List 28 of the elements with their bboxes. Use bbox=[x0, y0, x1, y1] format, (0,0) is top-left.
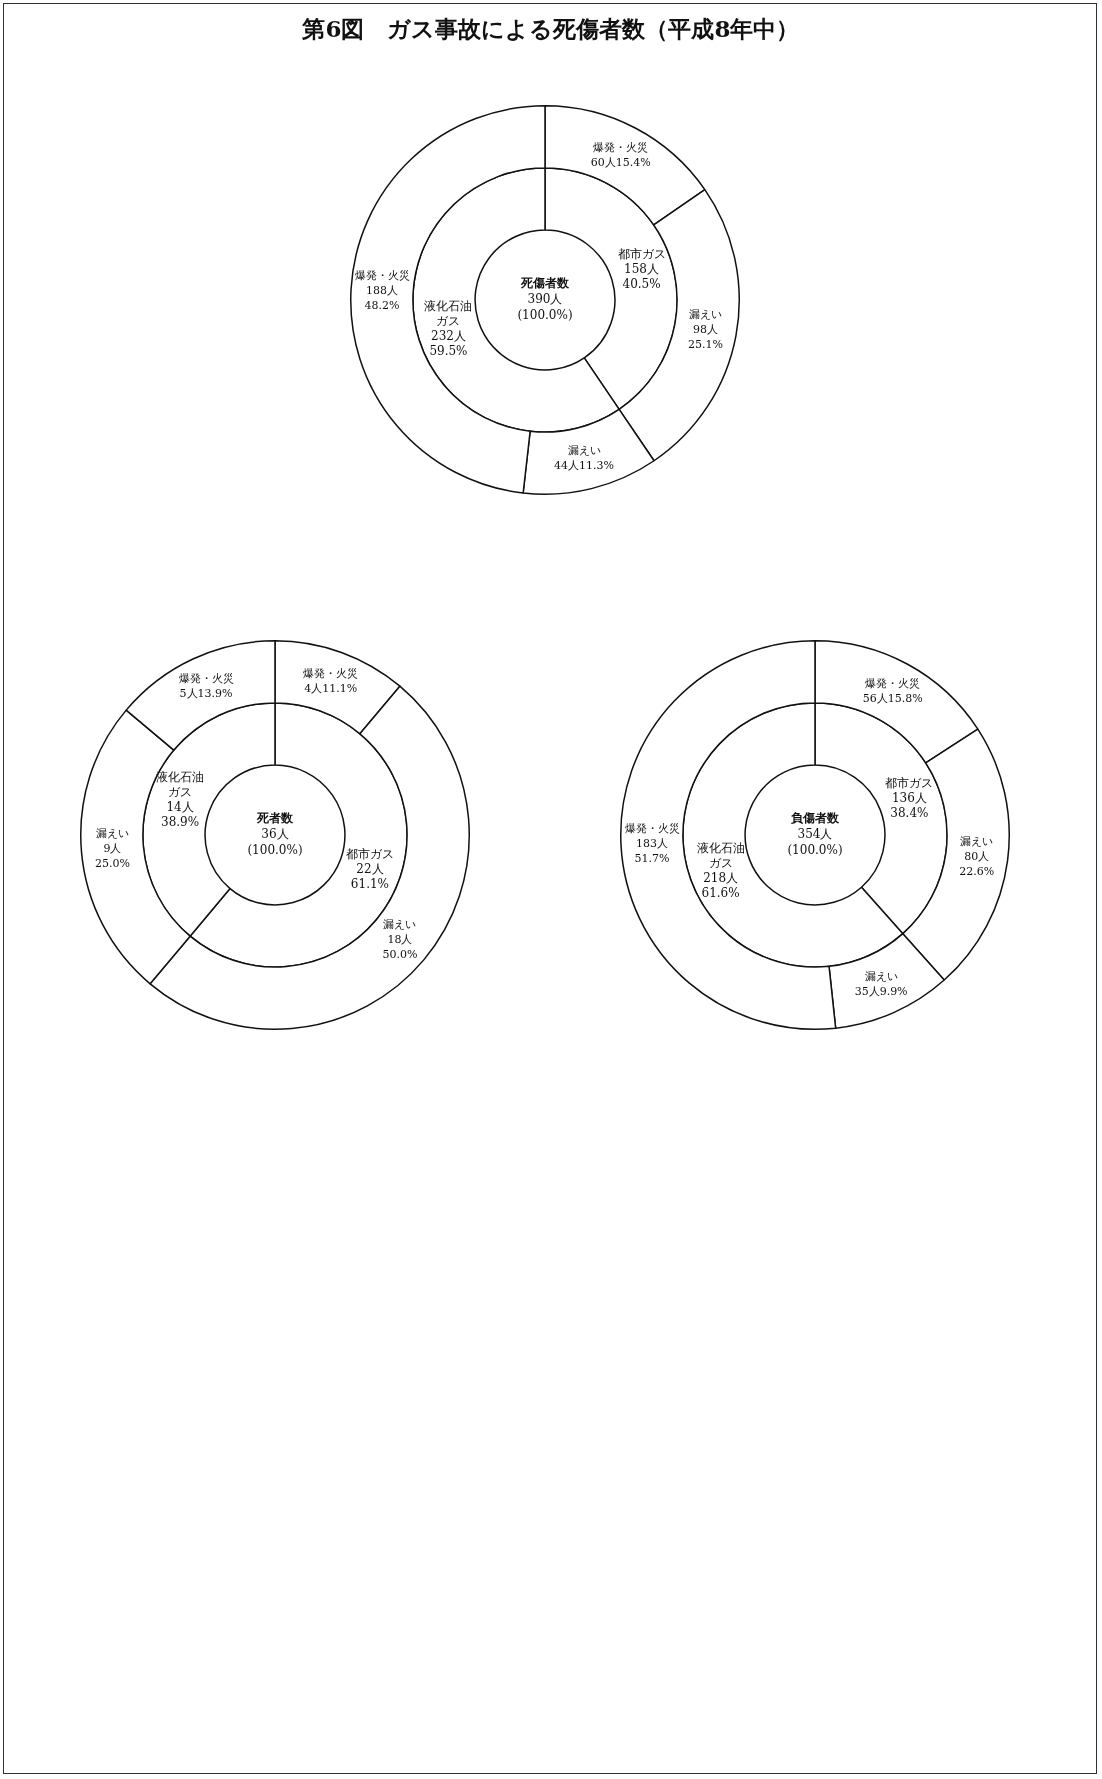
data-label: 爆発・火災 188人 48.2% bbox=[354, 268, 410, 312]
data-label: 漏えい 80人 22.6% bbox=[959, 834, 995, 878]
chart-title: 第6図 ガス事故による死傷者数（平成8年中） bbox=[301, 14, 801, 44]
data-label: 爆発・火災 4人11.1% bbox=[303, 667, 359, 696]
text: 死傷者数 bbox=[520, 276, 570, 291]
data-label: 爆発・火災 56人15.8% bbox=[862, 676, 923, 705]
data-label: 爆発・火災 5人13.9% bbox=[178, 672, 234, 701]
data-label: 液化石油ガス 232人 59.5% bbox=[424, 299, 473, 359]
data-label: 爆発・火災 183人 51.7% bbox=[624, 821, 680, 865]
text: 負傷者数 bbox=[791, 811, 840, 826]
data-label: 漏えい 35人9.9% bbox=[854, 969, 908, 998]
data-label: 漏えい 9人 25.0% bbox=[94, 827, 130, 871]
data-label: 液化石油ガス 14人 38.9% bbox=[156, 770, 205, 830]
data-label: 爆発・火災 60人15.4% bbox=[590, 140, 651, 169]
text: 36人 bbox=[261, 827, 289, 842]
data-label: 漏えい 98人 25.1% bbox=[687, 307, 723, 351]
data-label: 液化石油ガス 218人 61.6% bbox=[696, 840, 745, 900]
data-label: 都市ガス 136人 38.4% bbox=[885, 776, 934, 821]
text: 死者数 bbox=[256, 811, 294, 826]
text: (100.0%) bbox=[247, 843, 303, 858]
text: 390人 bbox=[527, 292, 563, 307]
data-label: 都市ガス 22人 61.1% bbox=[345, 846, 394, 891]
data-label: 都市ガス 158人 40.5% bbox=[617, 247, 666, 292]
text: (100.0%) bbox=[517, 308, 573, 323]
data-label: 漏えい 18人 50.0% bbox=[382, 917, 418, 961]
text: 354人 bbox=[797, 827, 833, 842]
text: (100.0%) bbox=[787, 843, 843, 858]
data-label: 漏えい 44人11.3% bbox=[554, 443, 615, 472]
